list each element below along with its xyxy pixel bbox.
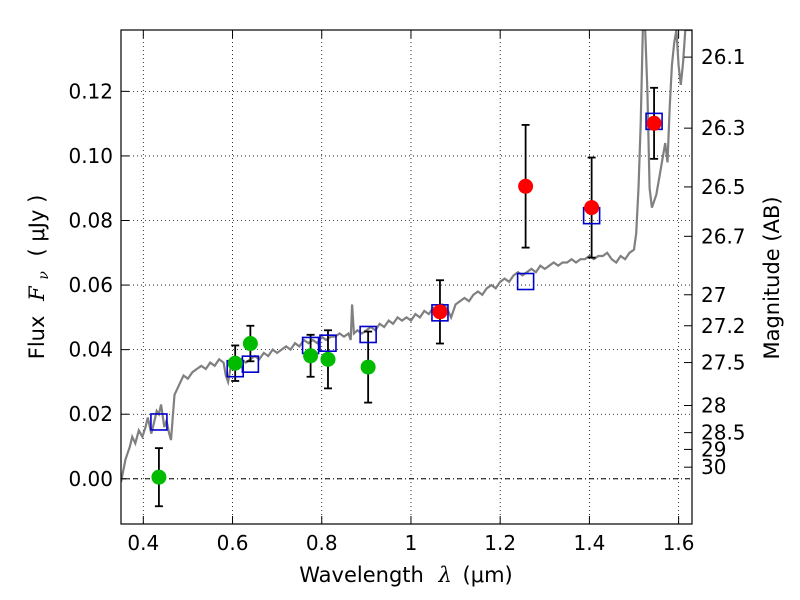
right-tick-label: 27.5 xyxy=(701,351,746,375)
model-sed-curve xyxy=(121,30,692,483)
right-tick-label: 28.5 xyxy=(701,421,746,445)
axes-frame xyxy=(120,29,693,525)
red-photometry-point xyxy=(518,178,534,194)
green-photometry-point xyxy=(320,351,336,367)
right-axis-title: Magnitude (AB) xyxy=(760,196,784,359)
y-axis-title-prefix: Flux xyxy=(25,316,49,360)
x-tick-label: 0.8 xyxy=(306,531,338,555)
y-tick-label: 0.04 xyxy=(68,338,113,362)
error-bars xyxy=(154,86,659,508)
right-tick-label: 26.7 xyxy=(701,224,746,248)
right-tick-label: 26.5 xyxy=(701,175,746,199)
y-tick-label: 0.06 xyxy=(68,273,113,297)
right-tick-label: 26.1 xyxy=(701,45,746,69)
y-axis-title-symbol: F xyxy=(25,285,49,302)
model-square-marker xyxy=(359,325,377,344)
red-photometry-point xyxy=(584,200,600,216)
x-axis-title-prefix: Wavelength xyxy=(299,563,424,587)
right-tick-label: 27 xyxy=(701,283,726,307)
y-axis-ticks: 0.00 0.02 0.04 0.06 0.08 0.10 0.12 xyxy=(68,79,129,491)
x-axis-title: Wavelength λ (μm) xyxy=(299,563,512,587)
plot-frame xyxy=(120,29,693,525)
y-tick-label: 0.10 xyxy=(68,144,113,168)
right-tick-label: 28 xyxy=(701,394,726,418)
model-square-marker xyxy=(319,334,337,352)
model-square-marker xyxy=(150,413,168,431)
red-photometry-point xyxy=(646,115,662,131)
right-tick-label: 29 xyxy=(701,437,726,461)
right-tick-label: 27.2 xyxy=(701,314,746,338)
x-tick-label: 1.6 xyxy=(663,531,695,555)
y-axis-title-unit: ( μJy ) xyxy=(25,195,49,257)
x-axis-title-unit: (μm) xyxy=(463,563,513,587)
x-tick-label: 1.2 xyxy=(484,531,516,555)
right-tick-label: 30 xyxy=(701,455,726,479)
right-tick-label: 26.3 xyxy=(701,116,746,140)
x-axis-title-symbol: λ xyxy=(438,563,452,587)
grid xyxy=(121,30,692,524)
sed-curve-line xyxy=(121,30,692,483)
green-photometry-point xyxy=(151,469,167,485)
x-tick-label: 1.4 xyxy=(573,531,605,555)
red-photometry-point xyxy=(432,304,448,320)
green-photometry-point xyxy=(227,355,243,371)
y-axis-title: Flux F ν ( μJy ) xyxy=(25,195,53,360)
y-tick-label: 0.08 xyxy=(68,208,113,232)
model-square-marker xyxy=(516,272,535,291)
observed-photometry-points xyxy=(151,115,662,485)
x-tick-label: 0.6 xyxy=(217,531,249,555)
y-axis-title-subscript: ν xyxy=(36,271,52,280)
x-axis-ticks: 0.4 0.6 0.8 1 1.2 1.4 1.6 xyxy=(127,30,695,555)
green-photometry-point xyxy=(360,359,376,375)
green-photometry-point xyxy=(303,348,319,364)
y-tick-label: 0.02 xyxy=(68,402,113,426)
x-tick-label: 0.4 xyxy=(127,531,159,555)
green-photometry-point xyxy=(242,336,258,352)
y-tick-label: 0.00 xyxy=(68,467,113,491)
x-tick-label: 1 xyxy=(405,531,418,555)
y-tick-label: 0.12 xyxy=(68,79,113,103)
